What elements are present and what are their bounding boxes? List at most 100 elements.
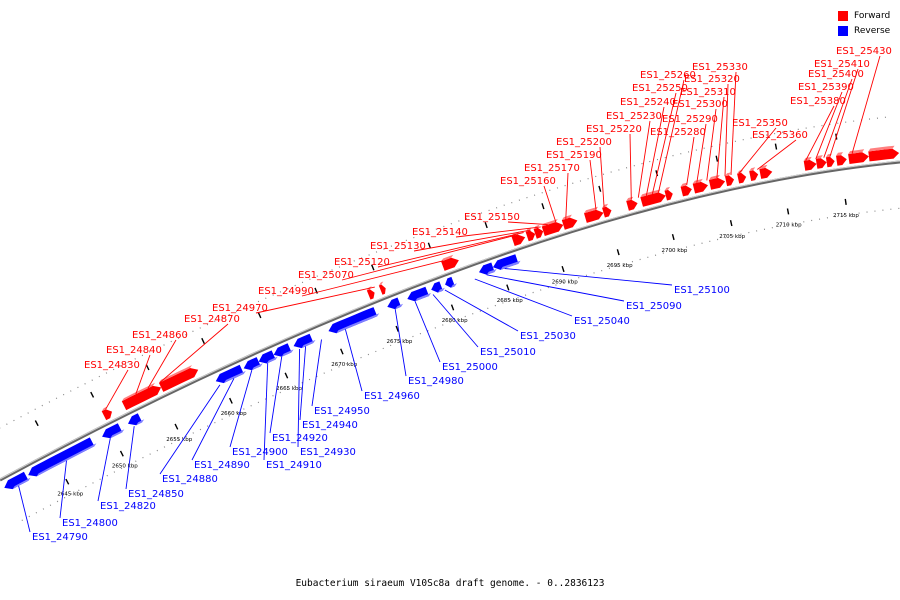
scale-tick [484, 222, 488, 229]
forward-gene-label-leader [716, 96, 725, 179]
forward-gene-label: ES1_25230 [606, 111, 662, 122]
forward-gene-face [815, 155, 823, 159]
forward-gene-label: ES1_25320 [684, 74, 740, 85]
forward-gene-label: ES1_25130 [370, 241, 426, 252]
forward-gene [737, 172, 747, 184]
reverse-gene-label: ES1_24960 [364, 391, 420, 402]
forward-gene [815, 158, 827, 169]
forward-gene-face [640, 189, 661, 198]
forward-gene-label-leader [599, 146, 605, 208]
forward-gene [708, 177, 726, 190]
forward-gene-label: ES1_25260 [640, 70, 696, 81]
forward-gene-face [725, 172, 731, 177]
reverse-swatch [838, 25, 848, 36]
reverse-gene-label-leader [97, 438, 111, 502]
scale-tick [65, 478, 70, 485]
legend-forward: Forward [838, 8, 890, 23]
reverse-gene-label-leader [474, 278, 573, 317]
reverse-gene [328, 307, 378, 334]
forward-gene [664, 189, 673, 201]
scale-tick [506, 284, 510, 291]
reverse-gene-label: ES1_24920 [272, 433, 328, 444]
reverse-gene-face [12, 477, 31, 490]
forward-gene-face [121, 382, 155, 402]
forward-gene-label: ES1_25200 [556, 137, 612, 148]
forward-gene-face [836, 152, 843, 156]
forward-gene-label-leader [829, 68, 859, 157]
forward-gene [692, 181, 708, 194]
forward-gene-label: ES1_24860 [132, 330, 188, 341]
reverse-gene-face [486, 269, 497, 275]
reverse-gene-face [251, 363, 263, 371]
forward-gene [441, 257, 459, 271]
reverse-gene [28, 437, 95, 477]
genome-backbone [0, 160, 900, 482]
reverse-gene-face [136, 419, 145, 426]
scale-label: 2690 kbp [552, 280, 578, 286]
forward-gene [525, 230, 536, 242]
reverse-gene [215, 364, 244, 384]
reverse-gene-label-leader [263, 363, 269, 461]
reverse-gene-label-leader [229, 370, 253, 448]
reverse-gene-label: ES1_25100 [674, 285, 730, 296]
reverse-gene-label-leader [504, 268, 673, 286]
forward-gene-face [759, 164, 768, 170]
forward-gene-label: ES1_25310 [680, 87, 736, 98]
reverse-gene-label-leader [432, 294, 479, 348]
forward-gene-label: ES1_25280 [650, 127, 706, 138]
reverse-gene [493, 254, 519, 270]
reverse-gene-face [301, 339, 316, 349]
reverse-gene-face [223, 370, 246, 384]
forward-gene-label: ES1_24990 [258, 286, 314, 297]
reverse-gene-label-leader [269, 356, 283, 434]
scale-tick [671, 233, 675, 241]
scale-label: 2705 kbp [719, 234, 745, 240]
forward-gene-label-leader [706, 108, 717, 181]
reverse-gene-face [450, 283, 457, 288]
backbone-highlight [0, 160, 900, 480]
scale-label: 2715 kbp [833, 213, 859, 219]
reverse-gene-face [281, 349, 294, 357]
forward-gene-label: ES1_25380 [790, 96, 846, 107]
forward-gene-label: ES1_24840 [106, 345, 162, 356]
forward-gene [680, 185, 692, 197]
reverse-gene-label: ES1_24980 [408, 376, 464, 387]
reverse-gene-face [36, 443, 97, 477]
scale-tick [284, 372, 289, 379]
forward-gene-label-leader [738, 127, 777, 174]
forward-gene [836, 155, 847, 166]
reverse-gene-label: ES1_24850 [128, 489, 184, 500]
reverse-gene-label: ES1_24790 [32, 532, 88, 543]
scale-tick [450, 304, 455, 311]
reverse-gene-label: ES1_25010 [480, 347, 536, 358]
scale-tick [774, 143, 778, 150]
track-reverse-outer [0, 116, 892, 429]
forward-gene-label-leader [147, 339, 177, 389]
scale-label: 2675 kbp [387, 339, 413, 345]
scale-tick [257, 312, 262, 319]
scale-label: 2695 kbp [607, 263, 633, 269]
forward-gene-face [561, 214, 572, 221]
forward-gene-face [680, 182, 688, 187]
scale-label: 2670 kbp [331, 362, 357, 368]
reverse-gene-label: ES1_24950 [314, 406, 370, 417]
reverse-gene-face [266, 356, 278, 364]
forward-gene-label: ES1_24970 [212, 303, 268, 314]
scale-label: 2710 kbp [776, 222, 802, 228]
forward-gene-label: ES1_25290 [662, 114, 718, 125]
reverse-gene [128, 413, 143, 426]
forward-gene-label: ES1_25330 [692, 62, 748, 73]
scale-tick [844, 198, 847, 205]
reverse-gene-label-leader [18, 485, 31, 533]
scale-tick [145, 364, 150, 371]
forward-gene [511, 234, 526, 246]
reverse-gene-face [415, 293, 431, 302]
legend-reverse-label: Reverse [854, 25, 891, 36]
forward-gene-label: ES1_25140 [412, 227, 468, 238]
reverse-gene [243, 357, 261, 371]
forward-gene-label-leader [455, 226, 541, 238]
reverse-gene-label-leader [344, 329, 363, 392]
scale-label: 2665 kbp [276, 386, 302, 392]
forward-gene-label: ES1_25350 [732, 118, 788, 129]
forward-gene-label-leader [105, 369, 129, 410]
